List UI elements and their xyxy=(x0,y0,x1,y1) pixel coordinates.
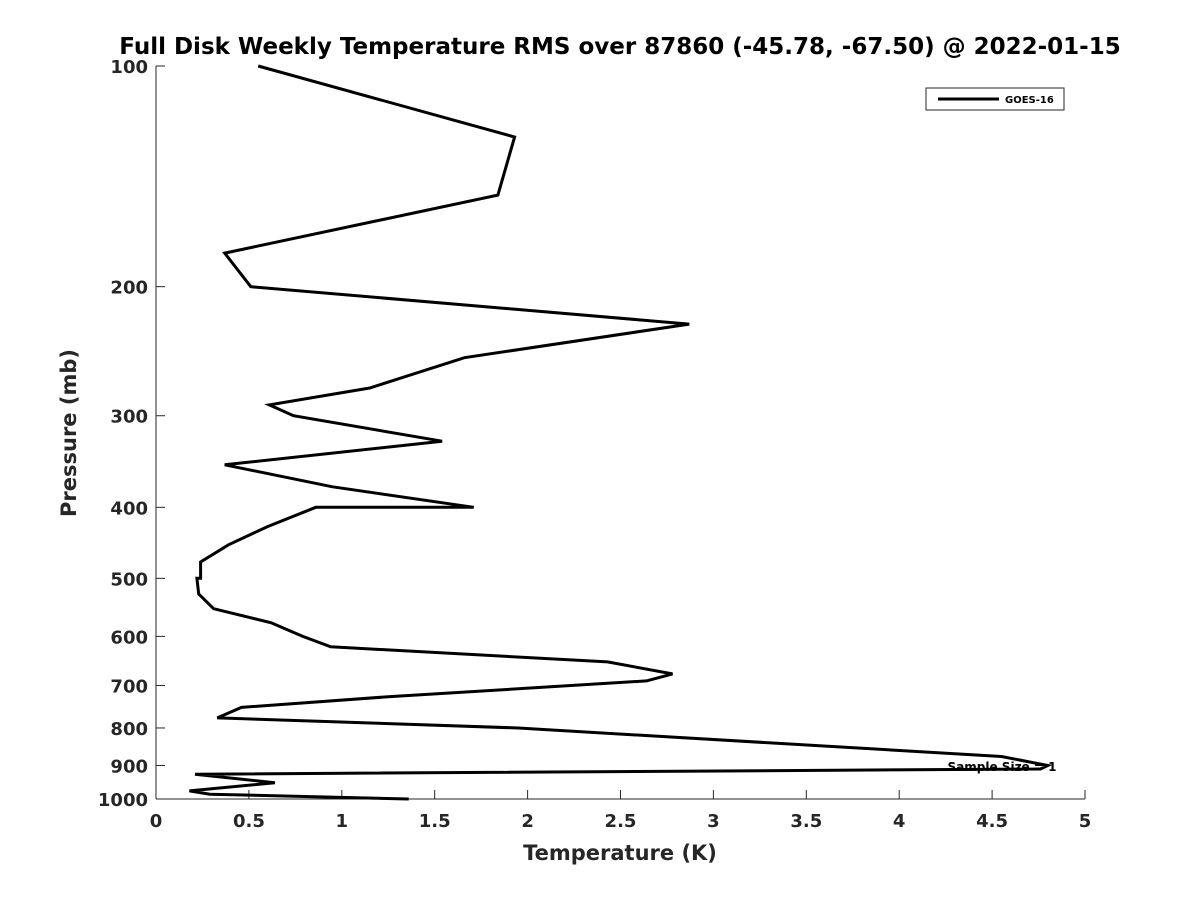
series-line-goes-16 xyxy=(189,64,1053,801)
x-tick-label: 3.5 xyxy=(790,811,822,832)
x-tick-label: 4.5 xyxy=(976,811,1008,832)
legend: GOES-16 xyxy=(925,87,1065,111)
y-tick-label: 900 xyxy=(110,756,148,777)
y-tick-label: 500 xyxy=(110,569,148,590)
y-tick-label: 400 xyxy=(110,498,148,519)
x-tick-label: 2 xyxy=(521,811,534,832)
x-tick-label: 1.5 xyxy=(419,811,451,832)
x-tick-label: 5 xyxy=(1079,811,1092,832)
y-axis-ticks: 100 200 300 400 500 600 700 800 900 1000 xyxy=(98,57,165,811)
x-axis-label: Temperature (K) xyxy=(523,841,717,865)
y-axis-label: Pressure (mb) xyxy=(57,349,81,517)
x-tick-label: 0.5 xyxy=(233,811,265,832)
plot-area xyxy=(189,64,1053,801)
y-tick-label: 1000 xyxy=(98,790,148,811)
y-tick-label: 800 xyxy=(110,719,148,740)
x-tick-label: 3 xyxy=(707,811,720,832)
y-tick-label: 200 xyxy=(110,278,148,299)
y-tick-label: 700 xyxy=(110,676,148,697)
x-tick-label: 1 xyxy=(336,811,349,832)
x-tick-label: 2.5 xyxy=(605,811,637,832)
legend-label: GOES-16 xyxy=(1005,95,1054,106)
y-tick-label: 600 xyxy=(110,627,148,648)
y-tick-label: 100 xyxy=(110,57,148,78)
x-tick-label: 4 xyxy=(893,811,906,832)
x-tick-label: 0 xyxy=(150,811,163,832)
y-tick-label: 300 xyxy=(110,407,148,428)
chart-title: Full Disk Weekly Temperature RMS over 87… xyxy=(119,34,1121,60)
sample-size-annotation: Sample Size = 1 xyxy=(948,760,1057,774)
x-axis-ticks: 0 0.5 1 1.5 2 2.5 3 3.5 4 4.5 5 xyxy=(150,790,1092,832)
